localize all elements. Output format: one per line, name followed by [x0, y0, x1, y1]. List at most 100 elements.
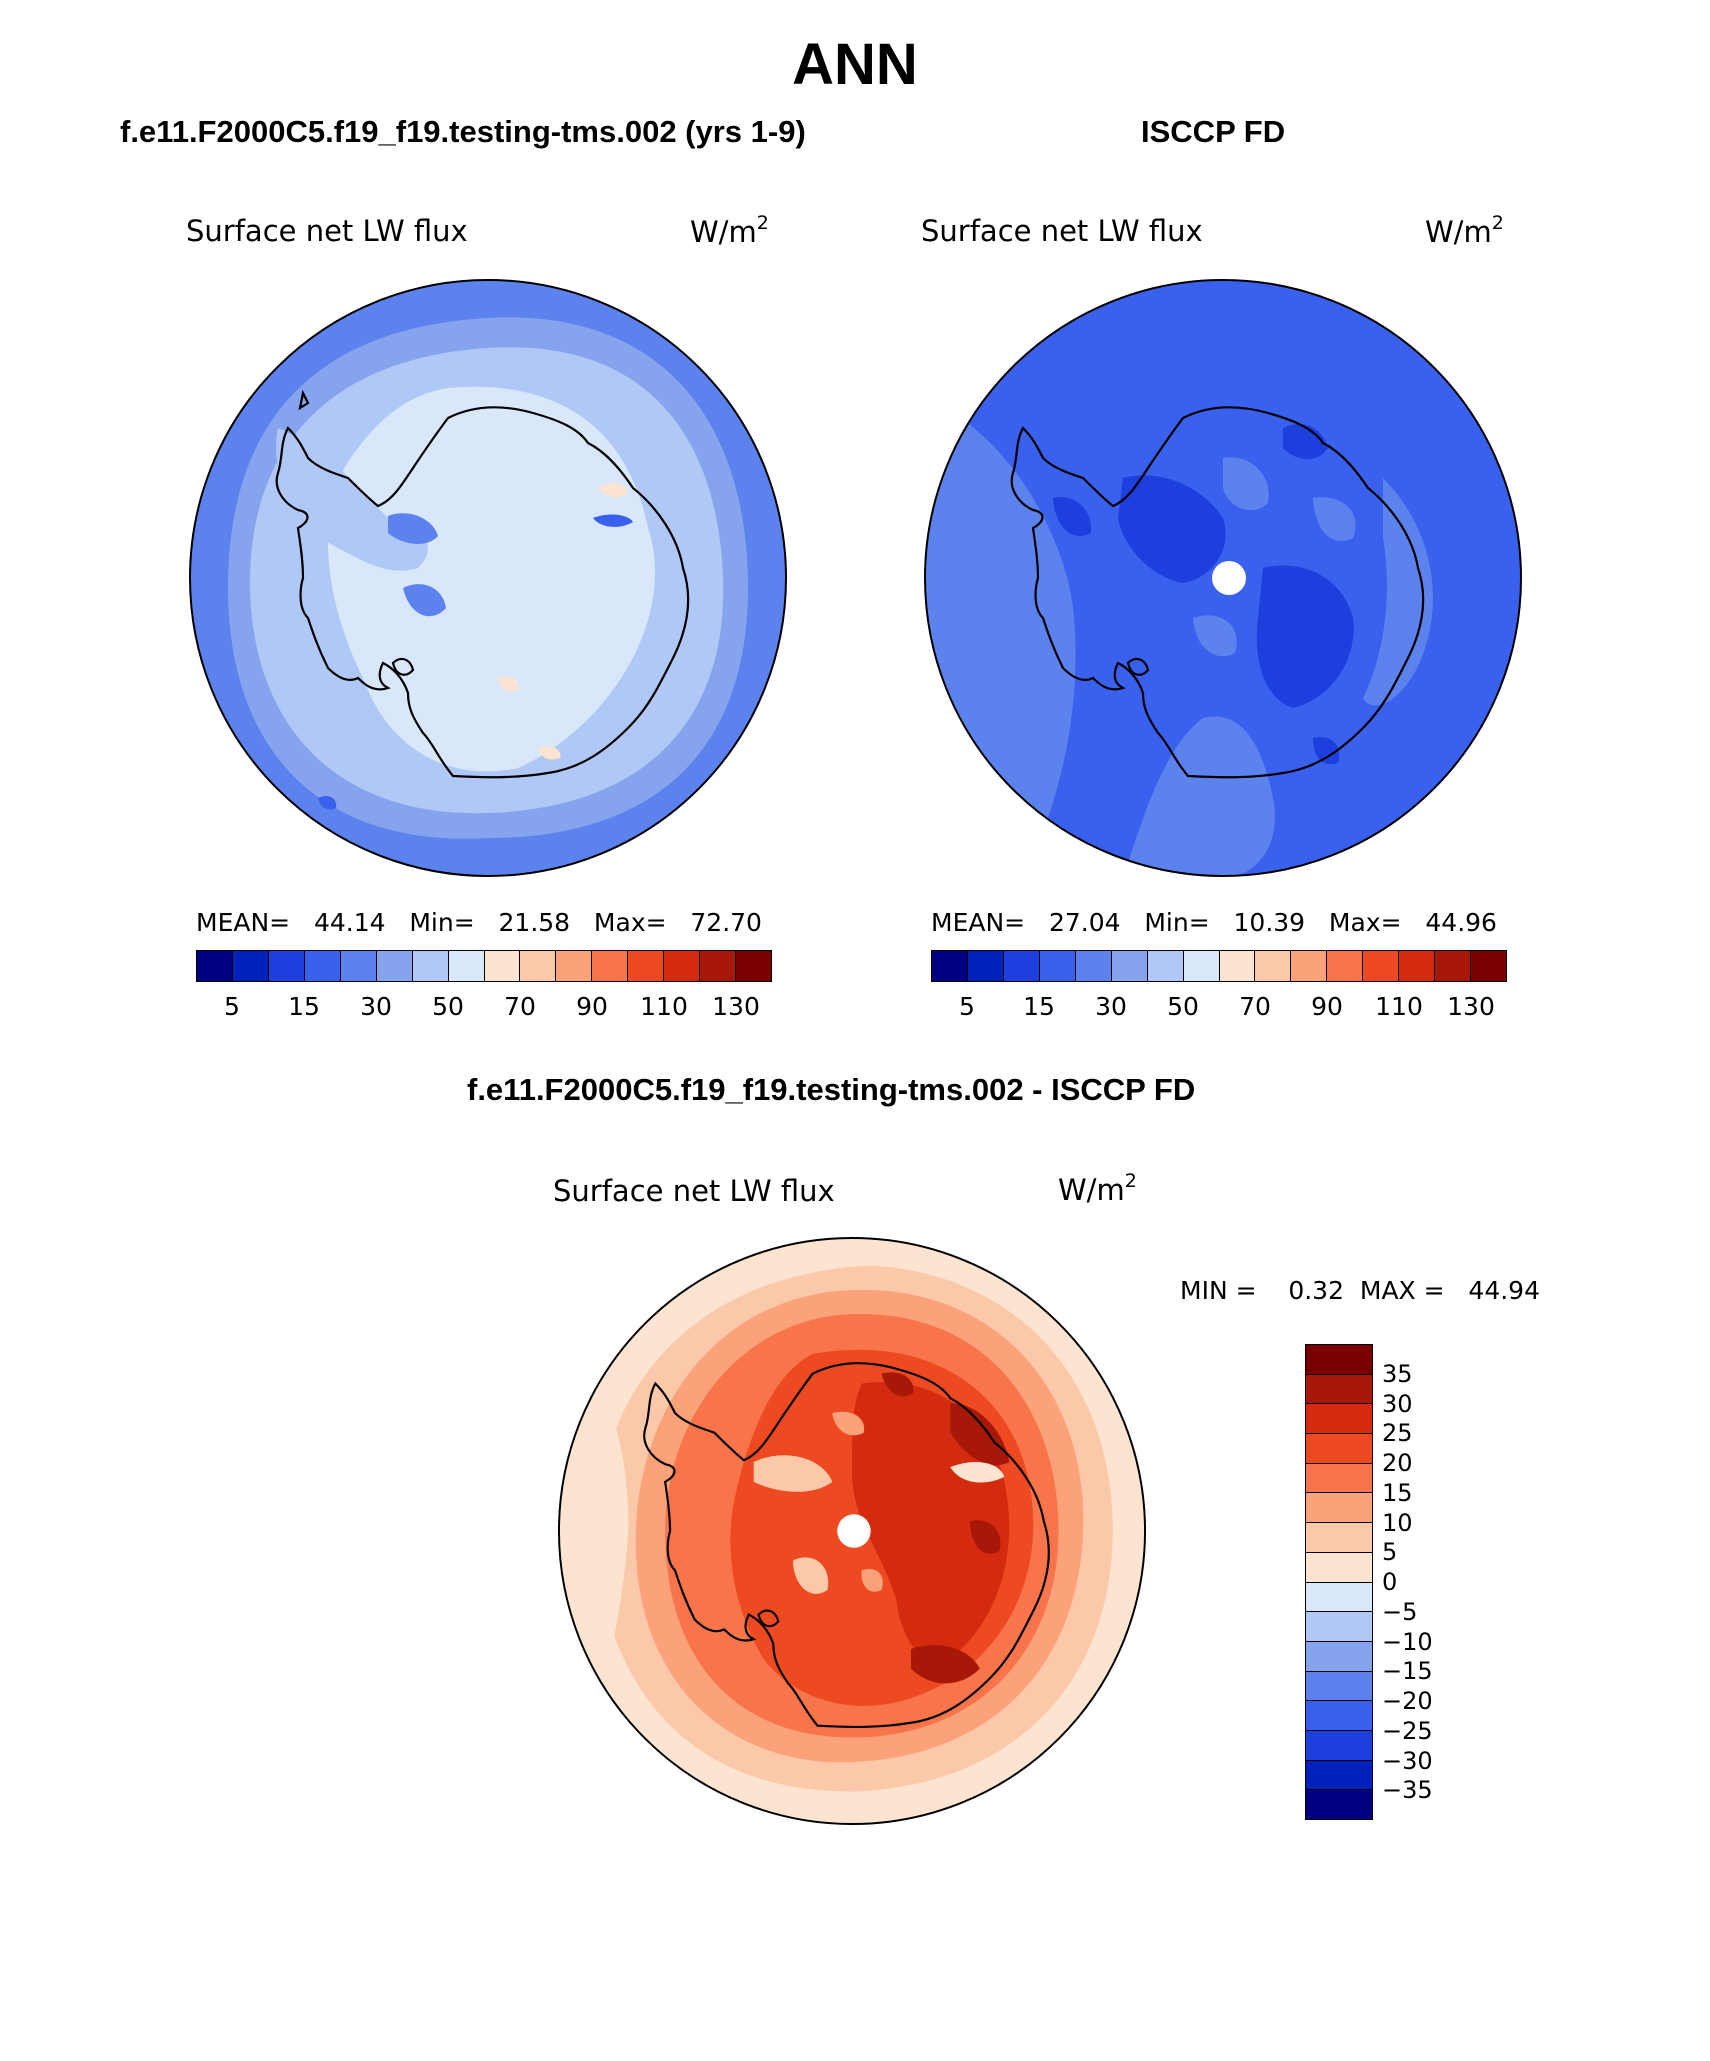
diff-colorbar-box	[1306, 1345, 1372, 1375]
obs-colorbar-box	[1003, 951, 1040, 981]
obs-colorbar-tick-label: 5	[959, 992, 975, 1021]
model-colorbar-box	[448, 951, 485, 981]
obs-panel-header: ISCCP FD	[1141, 114, 1286, 149]
diff-colorbar-label: 30	[1382, 1389, 1413, 1418]
obs-map-coastline	[1010, 406, 1425, 779]
diff-map-coastline	[643, 1362, 1050, 1729]
obs-colorbar-tick-label: 90	[1311, 992, 1343, 1021]
obs-colorbar-box	[967, 951, 1004, 981]
model-map-dark-patch-3	[403, 584, 446, 617]
obs-map-interior-dark-2	[1256, 565, 1354, 708]
obs-colorbar-ticks: 5 15 30 50 70 90 110 130	[931, 992, 1507, 1022]
obs-colorbar-box	[1183, 951, 1220, 981]
model-colorbar-tick-label: 50	[432, 992, 464, 1021]
model-colorbar-tick-label: 30	[360, 992, 392, 1021]
diff-colorbar-box	[1306, 1701, 1372, 1731]
model-panel-header: f.e11.F2000C5.f19_f19.testing-tms.002 (y…	[120, 114, 806, 149]
model-map-dark-patch-2	[593, 514, 633, 527]
obs-polar-map	[924, 279, 1522, 877]
obs-map-interior-dark-3	[1283, 424, 1328, 460]
obs-map-interior-light-3	[1193, 615, 1237, 657]
model-colorbar-box	[520, 951, 557, 981]
obs-colorbar-tick-label: 130	[1447, 992, 1495, 1021]
model-colorbar-box	[628, 951, 665, 981]
diff-variable-label: Surface net LW flux	[553, 1174, 835, 1208]
model-colorbar-box	[232, 951, 269, 981]
obs-colorbar-box	[1399, 951, 1436, 981]
obs-colorbar-box	[1255, 951, 1292, 981]
diff-colorbar-label: 15	[1382, 1478, 1413, 1507]
diff-colorbar-box	[1306, 1374, 1372, 1405]
obs-colorbar-box	[1471, 951, 1506, 981]
obs-map-interior-light-1	[1223, 457, 1269, 511]
obs-colorbar-box	[1147, 951, 1184, 981]
model-colorbar-box	[700, 951, 737, 981]
model-colorbar-tick-label: 5	[224, 992, 240, 1021]
obs-colorbar	[931, 950, 1507, 982]
diff-map-core-35-2	[911, 1645, 980, 1684]
model-map-warm-patch-1	[598, 482, 628, 498]
obs-colorbar-tick-label: 50	[1167, 992, 1199, 1021]
obs-colorbar-box	[1111, 951, 1148, 981]
model-unit-label: W/m2	[690, 212, 769, 249]
diff-panel-header: f.e11.F2000C5.f19_f19.testing-tms.002 - …	[467, 1072, 1196, 1107]
diff-colorbar-box	[1306, 1760, 1372, 1791]
diff-map-low-4	[832, 1411, 865, 1436]
diff-colorbar-label: −15	[1382, 1657, 1433, 1686]
diff-colorbar-box	[1306, 1641, 1372, 1672]
obs-colorbar-box	[1327, 951, 1364, 981]
diff-colorbar-label: −20	[1382, 1687, 1433, 1715]
model-map-band-inner	[327, 386, 656, 772]
model-colorbar-box	[484, 951, 521, 981]
model-colorbar-tick-label: 90	[576, 992, 608, 1021]
diff-map-low-5	[861, 1569, 883, 1592]
model-colorbar-box	[197, 951, 233, 981]
model-variable-label: Surface net LW flux	[186, 214, 468, 248]
obs-map-interior-dark-1	[1118, 475, 1226, 583]
model-map-warm-patch-2	[498, 676, 519, 692]
diff-map-low-2	[793, 1557, 829, 1594]
model-colorbar-box	[376, 951, 413, 981]
diff-map-core-35-4	[970, 1520, 1001, 1554]
model-colorbar	[196, 950, 772, 982]
diff-colorbar-box	[1306, 1671, 1372, 1702]
diff-colorbar-label: 35	[1382, 1359, 1413, 1388]
model-colorbar-box	[304, 951, 341, 981]
obs-colorbar-box	[932, 951, 968, 981]
diff-map-low-1	[753, 1455, 833, 1492]
obs-map-south-lighter	[1123, 716, 1275, 876]
model-colorbar-box	[268, 951, 305, 981]
diff-colorbar-box	[1306, 1790, 1372, 1819]
obs-colorbar-tick-label: 110	[1375, 992, 1423, 1021]
diff-colorbar-box	[1306, 1730, 1372, 1761]
obs-map-pole-hole	[1212, 561, 1246, 595]
obs-colorbar-box	[1039, 951, 1076, 981]
diff-colorbar-labels: 35 30 25 20 15 10 5 0 −5 −10 −15 −20 −25 −30 −35	[1382, 1344, 1452, 1820]
diff-polar-map	[557, 1236, 1147, 1826]
diff-colorbar-label: −35	[1382, 1776, 1433, 1805]
diff-colorbar-label: 5	[1382, 1538, 1398, 1567]
diff-colorbar-box	[1306, 1552, 1372, 1583]
diff-colorbar-box	[1306, 1404, 1372, 1435]
model-colorbar-box	[556, 951, 593, 981]
obs-stats: MEAN= 27.04 Min= 10.39 Max= 44.96	[931, 908, 1497, 937]
diff-colorbar-box	[1306, 1463, 1372, 1494]
obs-colorbar-box	[1435, 951, 1472, 981]
model-polar-map	[189, 279, 787, 877]
diff-map-pole-hole	[837, 1514, 871, 1548]
obs-colorbar-box	[1291, 951, 1328, 981]
model-colorbar-box	[664, 951, 701, 981]
obs-map-coastal-dark-1	[1053, 497, 1092, 537]
obs-unit-label: W/m2	[1425, 212, 1504, 249]
diff-colorbar-label: −5	[1382, 1597, 1418, 1626]
diff-colorbar-label: 25	[1382, 1419, 1413, 1448]
obs-colorbar-box	[1363, 951, 1400, 981]
diff-colorbar-box	[1306, 1493, 1372, 1524]
figure-title: ANN	[792, 32, 918, 97]
diff-colorbar-label: −25	[1382, 1716, 1433, 1745]
obs-colorbar-box	[1219, 951, 1256, 981]
diff-colorbar-label: 10	[1382, 1508, 1413, 1537]
diff-colorbar-label: 0	[1382, 1568, 1398, 1596]
diff-colorbar-box	[1306, 1582, 1372, 1613]
model-stats: MEAN= 44.14 Min= 21.58 Max= 72.70	[196, 908, 762, 937]
